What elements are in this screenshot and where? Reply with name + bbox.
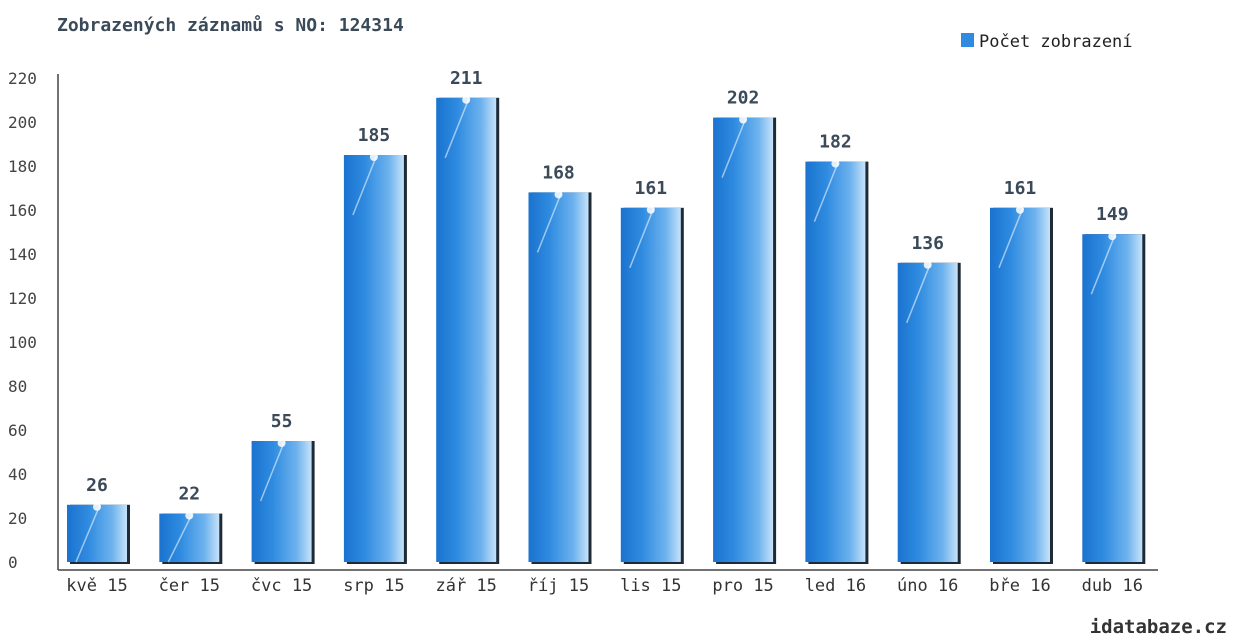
bar-top-marker [831, 159, 840, 168]
bar-top-marker [1108, 232, 1117, 241]
x-tick-label: srp 15 [343, 576, 404, 596]
data-label: 202 [727, 88, 760, 109]
bar-top-marker [923, 260, 932, 269]
bar [1082, 234, 1143, 562]
x-tick-label: zář 15 [435, 576, 496, 596]
y-tick-label: 60 [8, 421, 27, 440]
bar-highlight [259, 440, 286, 502]
y-tick-label: 120 [8, 289, 37, 308]
bar [159, 513, 220, 562]
bar-highlight [167, 513, 193, 563]
bar-highlight [536, 192, 563, 253]
legend-swatch [961, 33, 974, 47]
bar-highlight [813, 161, 840, 222]
bar-top-marker [739, 115, 748, 124]
y-tick-label: 180 [8, 157, 37, 176]
y-tick-label: 140 [8, 245, 37, 264]
y-tick-label: 80 [8, 377, 27, 396]
bar [805, 161, 866, 562]
credit-text: idatabaze.cz [1090, 616, 1227, 638]
bar [990, 207, 1050, 563]
bar-highlight [352, 154, 378, 216]
y-tick-label: 160 [8, 201, 37, 220]
data-label: 161 [635, 178, 668, 199]
bar [251, 441, 312, 562]
data-label: 182 [819, 132, 852, 153]
bar [436, 97, 497, 563]
x-tick-label: bře 16 [989, 576, 1050, 596]
data-label: 26 [86, 475, 108, 496]
data-label: 168 [542, 162, 575, 183]
bar-top-marker [277, 439, 286, 447]
bar [67, 504, 127, 562]
bar-top-marker [369, 153, 378, 161]
x-axis-ticks: kvě 15 čer 15 čvc 15 srp 15 zář 15 říj 15 lis … [66, 576, 1143, 596]
x-tick-label: pro 15 [712, 576, 773, 596]
x-tick-label: úno 16 [897, 576, 958, 596]
data-label: 161 [1004, 178, 1037, 199]
bar-top-marker [646, 205, 655, 214]
data-label: 185 [358, 125, 391, 146]
x-tick-label: lis 15 [620, 576, 681, 596]
bar [620, 207, 681, 563]
y-tick-label: 100 [8, 333, 37, 352]
bar [713, 117, 774, 562]
data-label: 22 [178, 484, 200, 505]
bar-highlight [629, 207, 655, 269]
y-tick-label: 0 [8, 553, 18, 572]
bar-highlight [998, 207, 1024, 269]
y-tick-label: 20 [8, 509, 27, 528]
chart-title: Zobrazených záznamů s NO: 124314 [57, 14, 404, 36]
bar-top-marker [185, 511, 194, 520]
legend-label: Počet zobrazení [979, 32, 1133, 52]
y-tick-label: 200 [8, 113, 37, 132]
bar [343, 155, 404, 562]
data-label: 211 [450, 68, 483, 89]
x-tick-label: kvě 15 [66, 576, 127, 596]
bars: 26 22 55 185 211 168 161 202 182 136 161 149 [67, 68, 1146, 565]
bar-top-marker [93, 502, 101, 511]
x-tick-label: čer 15 [159, 576, 220, 596]
data-label: 149 [1096, 204, 1129, 225]
bar-top-marker [462, 95, 471, 104]
bar [528, 192, 589, 562]
x-tick-label: říj 15 [528, 576, 589, 596]
y-tick-label: 40 [8, 465, 27, 484]
y-tick-label: 220 [8, 69, 37, 88]
data-label: 136 [911, 233, 944, 254]
x-tick-label: čvc 15 [251, 576, 312, 596]
bar-top-marker [554, 190, 563, 199]
bar-top-marker [1016, 205, 1024, 214]
bar-highlight [75, 504, 101, 563]
bar-highlight [1090, 233, 1116, 295]
bar [897, 262, 958, 562]
bar-highlight [906, 262, 932, 324]
y-axis-ticks: 0 20 40 60 80 100 120 140 160 180 200 220 [8, 69, 37, 572]
x-tick-label: dub 16 [1082, 576, 1143, 596]
x-tick-label: led 16 [805, 576, 866, 596]
bar-highlight [721, 117, 747, 178]
bar-highlight [444, 97, 470, 159]
legend: Počet zobrazení [961, 32, 1133, 52]
data-label: 55 [271, 411, 293, 432]
